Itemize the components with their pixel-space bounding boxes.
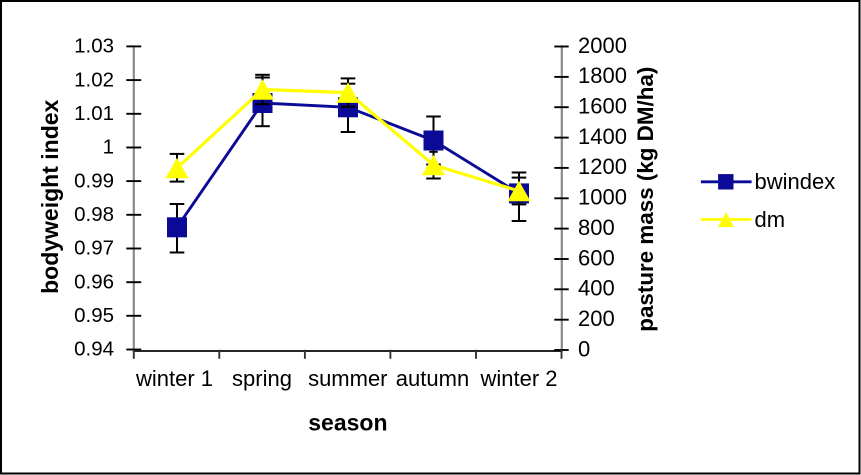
svg-text:1800: 1800 xyxy=(578,63,627,88)
svg-text:1: 1 xyxy=(103,136,114,159)
svg-text:0.99: 0.99 xyxy=(74,169,114,192)
svg-text:600: 600 xyxy=(578,245,615,270)
svg-text:400: 400 xyxy=(578,276,615,301)
svg-text:1400: 1400 xyxy=(578,124,627,149)
svg-text:1000: 1000 xyxy=(578,185,627,210)
svg-text:season: season xyxy=(308,410,387,436)
svg-text:800: 800 xyxy=(578,215,615,240)
svg-text:1200: 1200 xyxy=(578,154,627,179)
svg-text:autumn: autumn xyxy=(396,366,469,391)
svg-text:200: 200 xyxy=(578,306,615,331)
svg-text:1.03: 1.03 xyxy=(74,35,114,58)
svg-text:0: 0 xyxy=(578,336,590,361)
svg-text:winter 1: winter 1 xyxy=(135,366,213,391)
svg-text:spring: spring xyxy=(232,366,292,391)
svg-text:0.95: 0.95 xyxy=(74,304,114,327)
svg-text:0.96: 0.96 xyxy=(74,270,114,293)
svg-text:pasture mass (kg DM/ha): pasture mass (kg DM/ha) xyxy=(633,67,658,332)
svg-text:bwindex: bwindex xyxy=(755,169,836,194)
svg-text:summer: summer xyxy=(308,366,387,391)
svg-text:1.02: 1.02 xyxy=(74,68,114,91)
svg-text:winter 2: winter 2 xyxy=(479,366,557,391)
svg-text:2000: 2000 xyxy=(578,33,627,58)
svg-text:1600: 1600 xyxy=(578,94,627,119)
svg-text:0.94: 0.94 xyxy=(74,338,114,361)
svg-text:1.01: 1.01 xyxy=(74,102,114,125)
svg-text:bodyweight index: bodyweight index xyxy=(37,99,63,293)
svg-text:0.98: 0.98 xyxy=(74,203,114,226)
svg-text:0.97: 0.97 xyxy=(74,237,114,260)
svg-text:dm: dm xyxy=(755,207,786,232)
